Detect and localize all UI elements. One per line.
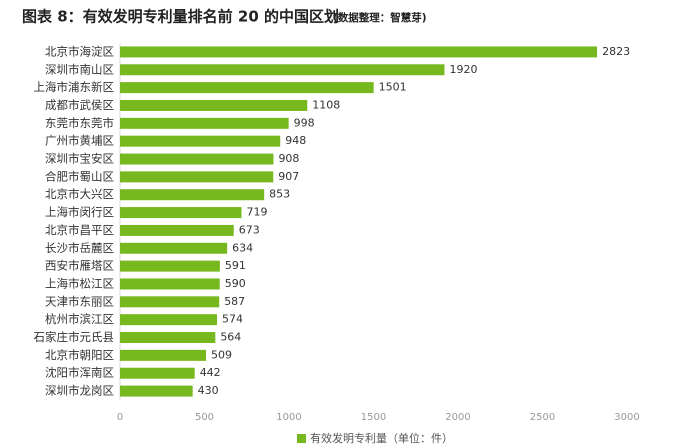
data-label: 442 [200,366,221,379]
bar [120,296,220,308]
y-tick-label: 东莞市东莞市 [45,116,114,130]
bar [120,349,207,361]
data-label: 853 [269,188,290,201]
x-tick-label: 2500 [530,412,555,423]
data-label: 590 [225,277,246,290]
bar [120,385,193,397]
data-label: 948 [285,134,306,147]
y-tick-label: 西安市雁塔区 [45,259,114,273]
bar [120,135,281,147]
bar [120,332,216,344]
y-tick-label: 北京市大兴区 [45,187,114,201]
legend-label: 有效发明专利量（单位：件） [310,431,453,445]
y-tick-label: 杭州市滨江区 [45,312,114,326]
bar [120,278,220,290]
y-tick-label: 北京市海淀区 [45,44,114,58]
bar [120,260,220,272]
x-tick-label: 500 [195,412,214,423]
bar [120,207,242,219]
bar [120,82,374,94]
data-label: 673 [239,223,260,236]
data-label: 907 [278,170,299,183]
y-tick-label: 深圳市南山区 [45,62,114,76]
bar [120,46,598,58]
bar [120,117,289,129]
legend-swatch [297,434,306,443]
chart-title: 图表 8：有效发明专利量排名前 20 的中国区划 [22,8,339,26]
x-tick-label: 2000 [445,412,470,423]
bar [120,224,234,236]
y-tick-label: 成都市武侯区 [45,98,114,112]
x-tick-label: 3000 [614,412,639,423]
y-tick-label: 上海市浦东新区 [34,80,115,94]
bar [120,99,308,111]
bar [120,242,228,254]
y-tick-label: 长沙市岳麓区 [45,241,114,255]
chart-subtitle: (数据整理：智慧芽) [333,11,427,24]
bar [120,314,218,326]
data-label: 634 [232,241,253,254]
y-tick-label: 广州市黄埔区 [45,134,114,148]
bar [120,171,274,183]
data-label: 719 [247,206,268,219]
y-tick-label: 上海市闵行区 [45,205,114,219]
data-label: 2823 [602,45,630,58]
data-label: 430 [198,384,219,397]
bar [120,367,195,379]
y-tick-label: 沈阳市浑南区 [45,366,114,380]
data-label: 587 [224,295,245,308]
y-tick-label: 天津市东丽区 [45,294,114,308]
y-tick-label: 北京市朝阳区 [45,348,114,362]
data-label: 591 [225,259,246,272]
data-label: 1501 [379,81,407,94]
x-tick-label: 1500 [361,412,386,423]
data-label: 1108 [312,98,340,111]
y-tick-label: 深圳市龙岗区 [45,384,114,398]
x-tick-label: 1000 [276,412,301,423]
y-tick-label: 北京市昌平区 [45,223,114,237]
y-tick-label: 上海市松江区 [45,276,114,290]
y-tick-label: 石家庄市元氏县 [34,330,115,344]
data-label: 908 [278,152,299,165]
data-label: 574 [222,313,243,326]
bar [120,153,274,165]
data-label: 998 [294,116,315,129]
bar [120,64,445,76]
data-label: 509 [211,348,232,361]
bar [120,189,265,201]
data-label: 564 [220,331,241,344]
y-tick-label: 深圳市宝安区 [45,152,114,166]
x-tick-label: 0 [117,412,123,423]
y-tick-label: 合肥市蜀山区 [45,169,114,183]
data-label: 1920 [449,63,477,76]
